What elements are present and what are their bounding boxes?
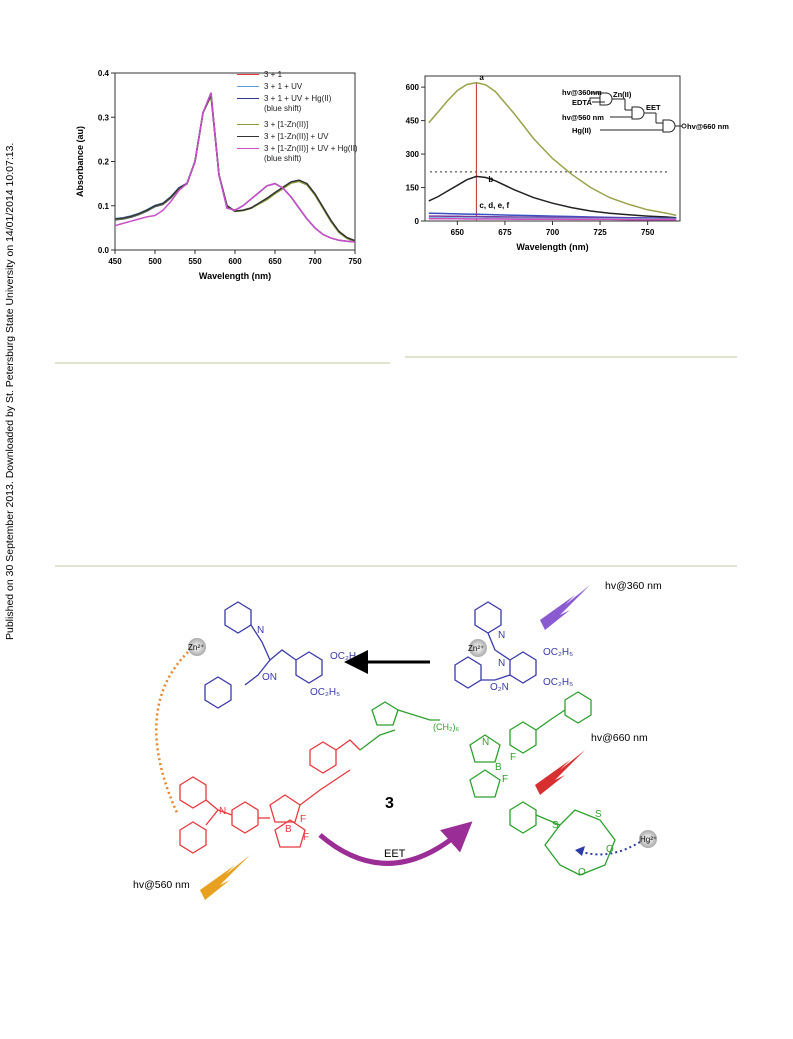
legend-swatch [237, 98, 259, 99]
x-axis-label: Wavelength (nm) [516, 242, 588, 252]
group-label: ON [262, 672, 277, 683]
group-label: OC₂H₅ [543, 647, 573, 658]
group-label: (CH₂)₆ [433, 722, 459, 732]
legend-entry: 3 + [1-Zn(II)] + UV [237, 132, 358, 142]
group-label: OC₂H₅ [310, 687, 340, 698]
gate-label: Zn(II) [613, 90, 632, 99]
x-tick-label: 500 [148, 257, 162, 266]
series-line [114, 92, 356, 243]
legend-label: 3 + 1 + UV + Hg(II) (blue shift) [264, 94, 332, 113]
x-tick-label: 675 [498, 228, 512, 237]
x-tick-label: 550 [188, 257, 202, 266]
legend-swatch [237, 74, 259, 75]
gate-label: EET [646, 103, 661, 112]
light-label: hv@660 nm [591, 732, 648, 744]
group-label: N [498, 658, 505, 669]
zinc-label: Zn²⁺ [188, 643, 204, 652]
y-tick-label: 450 [406, 117, 420, 126]
series-line [428, 81, 677, 217]
x-tick-label: 750 [348, 257, 362, 266]
y-axis-label: Absorbance (au) [75, 126, 85, 197]
x-tick-label: 650 [268, 257, 282, 266]
legend-entry: 3 + [1-Zn(II)] + UV + Hg(II) (blue shift… [237, 144, 358, 164]
group-label: B [285, 824, 292, 835]
y-tick-label: 300 [406, 150, 420, 159]
legend-entry: 3 + 1 [237, 70, 358, 80]
group-label: S [595, 809, 602, 820]
legend-entry: 3 + 1 + UV [237, 82, 358, 92]
x-tick-label: 700 [308, 257, 322, 266]
x-tick-label: 450 [108, 257, 122, 266]
light-label: hv@560 nm [133, 879, 190, 891]
emission-chart: 0 150 300 450 600 650 675 700 725 750 Wavelength (… [406, 73, 681, 252]
group-label: OC₂H₅ [543, 677, 573, 688]
series-line [428, 175, 677, 219]
annotation: c, d, e, f [479, 201, 509, 210]
group-label: N [498, 630, 505, 641]
light-label: hv@360 nm [605, 580, 662, 592]
x-tick-label: 700 [546, 228, 560, 237]
legend-entry: 3 + 1 + UV + Hg(II) (blue shift) [237, 94, 358, 114]
legend-label: 3 + [1-Zn(II)] [264, 120, 309, 129]
mercury-label: Hg²⁺ [640, 835, 657, 844]
group-label: O [606, 844, 614, 855]
legend-label: 3 + [1-Zn(II)] + UV [264, 132, 329, 141]
group-label: N [257, 625, 264, 636]
group-label: S [552, 820, 559, 831]
gate-input: Hg(II) [572, 126, 592, 135]
logic-gate: hv@360nm EDTA hv@560 nm Hg(II) Zn(II) EE… [562, 88, 729, 135]
x-axis-label: Wavelength (nm) [199, 271, 271, 281]
y-tick-label: 0.4 [98, 69, 110, 78]
group-label: O₂N [490, 682, 509, 693]
legend-entry: 3 + [1-Zn(II)] [237, 120, 358, 130]
y-tick-label: 0.2 [98, 158, 110, 167]
y-tick-label: 600 [406, 83, 420, 92]
side-note: Published on 30 September 2013. Download… [4, 143, 16, 640]
group-label: F [510, 752, 516, 763]
annotation: a [479, 73, 484, 82]
group-label: OC₂H₅ [330, 651, 360, 662]
absorbance-chart: 0.0 0.1 0.2 0.3 0.4 450 500 550 600 650 700 750 Wave… [75, 69, 362, 281]
legend-swatch [237, 136, 259, 137]
compound-label: 3 [385, 795, 394, 812]
legend-label: 3 + 1 [264, 70, 283, 79]
legend-label: 3 + 1 + UV [264, 82, 303, 91]
legend-swatch [237, 148, 259, 149]
legend-swatch [237, 86, 259, 87]
legend-label: 3 + [1-Zn(II)] + UV + Hg(II) (blue shift… [264, 144, 358, 163]
scheme: OC₂H₅ OC₂H₅ ON OC₂H₅ OC₂H₅ O₂N N N N Zn²… [133, 580, 662, 900]
side-note-text: Published on 30 September 2013. Download… [4, 143, 16, 640]
y-tick-label: 0.3 [98, 113, 110, 122]
gate-input: hv@560 nm [562, 113, 604, 122]
group-label: N [482, 737, 489, 748]
x-tick-label: 750 [641, 228, 655, 237]
x-tick-label: 725 [593, 228, 607, 237]
legend: 3 + 1 3 + 1 + UV 3 + 1 + UV + Hg(II) (blue… [237, 70, 358, 166]
gate-input: EDTA [572, 98, 592, 107]
y-tick-label: 0 [415, 217, 420, 226]
legend-swatch [237, 124, 259, 125]
group-label: B [495, 762, 502, 773]
gate-input: hv@360nm [562, 88, 602, 97]
group-label: F [303, 832, 309, 843]
group-label: N [219, 806, 226, 817]
transfer-label: EET [384, 848, 406, 860]
y-tick-label: 0.0 [98, 246, 110, 255]
series-line [114, 92, 356, 242]
gate-output: hv@660 nm [687, 122, 729, 131]
group-label: F [300, 814, 306, 825]
x-tick-label: 600 [228, 257, 242, 266]
zinc-label: Zn²⁺ [468, 644, 484, 653]
y-tick-label: 0.1 [98, 202, 110, 211]
group-label: O [578, 867, 586, 878]
group-label: F [502, 774, 508, 785]
y-tick-label: 150 [406, 184, 420, 193]
series-line [428, 218, 677, 221]
x-tick-label: 650 [451, 228, 465, 237]
annotation: b [488, 175, 493, 184]
